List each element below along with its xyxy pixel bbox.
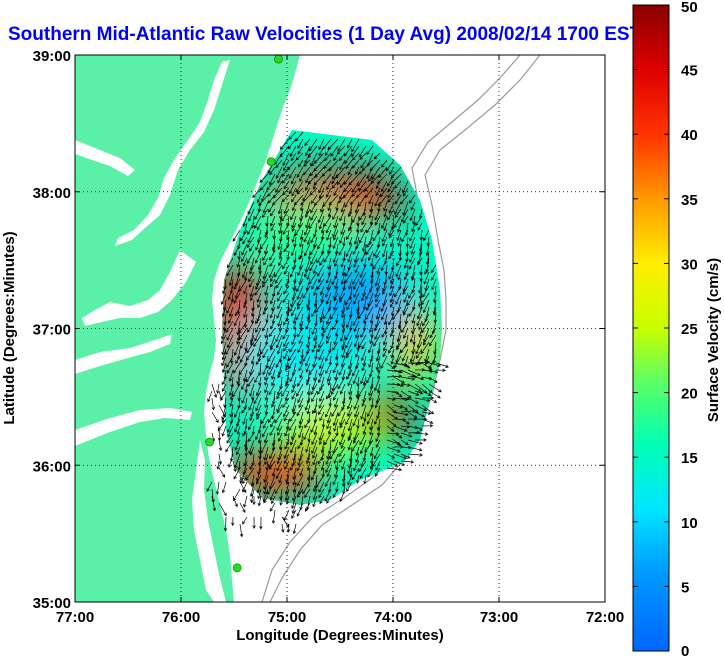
sound-north-carolina: [192, 440, 226, 602]
x-axis-ticks: 77:00 76:00 75:00 74:00 73:00 72:00: [56, 55, 624, 626]
colorbar-tick-label: 10: [681, 515, 698, 532]
y-tick-label: 35:00: [33, 595, 71, 612]
colorbar-tick-label: 20: [681, 386, 698, 403]
bathymetry-contour-outer: [269, 55, 541, 602]
x-tick-label: 73:00: [480, 609, 518, 626]
station-cape-henry: [205, 437, 215, 447]
colorbar-tick-label: 45: [681, 63, 698, 80]
bay-arm-lower: [82, 250, 196, 326]
colorbar-label: Surface Velocity (cm/s): [705, 258, 722, 422]
velocity-arrow-set: [206, 131, 449, 538]
colorbar: [632, 4, 670, 652]
speed-region-mid-field: [237, 310, 358, 401]
y-tick-label: 37:00: [33, 322, 71, 339]
y-axis-ticks: 35:00 36:00 37:00 38:00 39:00: [33, 48, 605, 612]
x-tick-label: 77:00: [56, 609, 94, 626]
x-tick-label: 74:00: [374, 609, 412, 626]
station-markers: [205, 55, 283, 573]
river-southwest: [75, 334, 172, 374]
colorbar-tick-label: 30: [681, 256, 698, 273]
station-north: [274, 55, 283, 64]
y-tick-label: 39:00: [33, 48, 71, 65]
grid-lines: [75, 55, 605, 602]
speed-region-south-central: [279, 398, 380, 451]
colorbar-ticks: 0 5 10 15 20 25 30 35 40 45 50: [633, 0, 698, 659]
river-south: [75, 408, 192, 446]
station-delmarva: [266, 157, 276, 167]
x-axis-label: Longitude (Degrees:Minutes): [236, 627, 444, 644]
colorbar-tick-label: 0: [681, 643, 689, 659]
colorbar-tick-label: 40: [681, 127, 698, 144]
station-hatteras: [232, 563, 242, 573]
colorbar-tick-label: 35: [681, 192, 698, 209]
chesapeake-bay: [115, 60, 230, 246]
colorbar-tick-label: 15: [681, 450, 698, 467]
colorbar-tick-label: 25: [681, 321, 698, 338]
x-tick-label: 76:00: [162, 609, 200, 626]
colorbar-tick-label: 5: [681, 579, 689, 596]
river-west: [75, 140, 135, 176]
y-tick-label: 36:00: [33, 458, 71, 475]
colorbar-tick-label: 50: [681, 0, 698, 16]
y-tick-label: 38:00: [33, 185, 71, 202]
velocity-vectors: [206, 131, 449, 538]
x-tick-label: 75:00: [268, 609, 306, 626]
chart-title: Southern Mid-Atlantic Raw Velocities (1 …: [8, 24, 642, 45]
y-axis-label: Latitude (Degrees:Minutes): [1, 231, 18, 424]
x-tick-label: 72:00: [586, 609, 624, 626]
